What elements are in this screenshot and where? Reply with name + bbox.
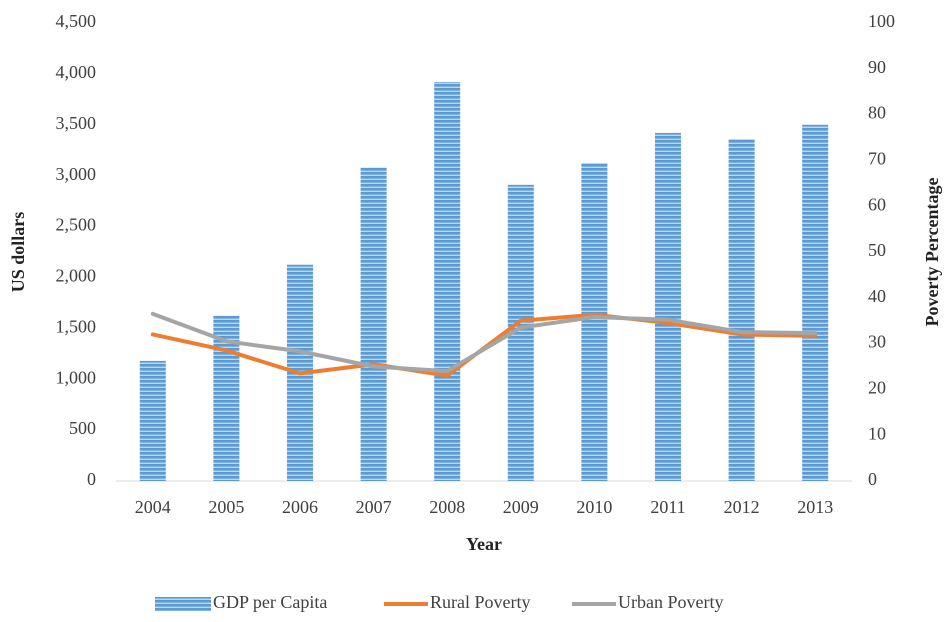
legend-label: GDP per Capita (213, 592, 327, 612)
legend-label: Urban Poverty (618, 592, 723, 612)
y-tick-label: 1,500 (56, 316, 97, 336)
y2-tick-label: 50 (868, 240, 886, 260)
y2-tick-label: 0 (868, 469, 877, 489)
y-tick-label: 3,500 (56, 113, 97, 133)
y2-tick-label: 60 (868, 194, 886, 214)
y2-tick-label: 30 (868, 332, 886, 352)
x-tick-label: 2005 (208, 497, 244, 517)
y2-tick-label: 20 (868, 378, 886, 398)
y2-tick-label: 40 (868, 286, 886, 306)
y-tick-label: 0 (87, 469, 96, 489)
y2-axis-title: Poverty Percentage (922, 177, 942, 326)
y-tick-label: 2,500 (56, 215, 97, 235)
bar (139, 360, 166, 481)
y-tick-label: 500 (69, 418, 96, 438)
y2-tick-label: 100 (868, 11, 895, 31)
y2-tick-label: 90 (868, 57, 886, 77)
y-tick-label: 4,500 (56, 11, 97, 31)
x-tick-label: 2008 (429, 497, 465, 517)
y-tick-label: 3,000 (56, 164, 97, 184)
line (150, 311, 818, 374)
bar (434, 82, 461, 481)
bar (728, 139, 755, 481)
x-tick-label: 2004 (135, 497, 171, 517)
y-axis-title: US dollars (8, 212, 28, 293)
x-tick-label: 2012 (724, 497, 760, 517)
x-tick-label: 2007 (356, 497, 392, 517)
y2-tick-label: 80 (868, 103, 886, 123)
x-tick-label: 2009 (503, 497, 539, 517)
legend-swatch (155, 597, 211, 611)
bar (581, 162, 608, 481)
x-axis-title: Year (466, 534, 502, 554)
x-tick-label: 2011 (650, 497, 685, 517)
legend-label: Rural Poverty (430, 592, 531, 612)
bar (360, 167, 387, 481)
y-tick-label: 4,000 (56, 62, 97, 82)
y2-tick-label: 70 (868, 149, 886, 169)
y2-tick-label: 10 (868, 423, 886, 443)
bar (802, 124, 829, 482)
x-tick-label: 2010 (576, 497, 612, 517)
y-tick-label: 2,000 (56, 266, 97, 286)
bar (655, 132, 681, 482)
y-tick-label: 1,000 (56, 367, 97, 387)
x-tick-label: 2013 (797, 497, 833, 517)
x-tick-label: 2006 (282, 497, 318, 517)
